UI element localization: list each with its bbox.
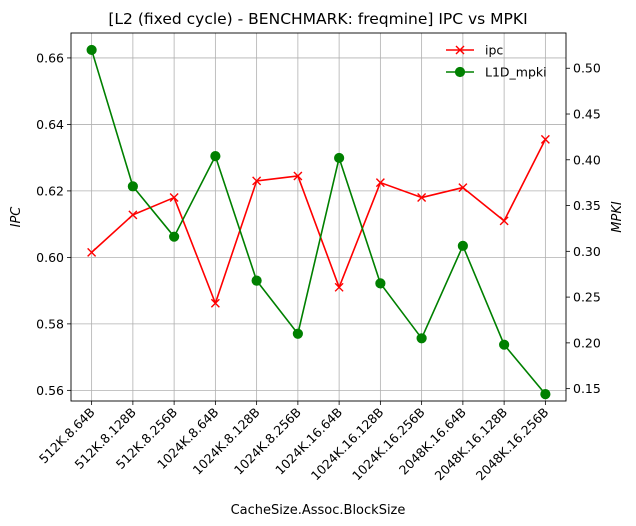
data-point-l1d-mpki xyxy=(416,333,427,344)
series-line-ipc xyxy=(91,139,547,305)
data-point-ipc xyxy=(210,298,220,308)
left-y-tick-label: 0.60 xyxy=(36,250,64,265)
legend-marker xyxy=(454,66,466,78)
left-y-tick-label: 0.56 xyxy=(36,383,64,398)
right-y-tick-label: 0.40 xyxy=(573,152,601,167)
series-markers xyxy=(86,44,551,400)
x-axis: 512K.8.64B512K.8.128B512K.8.256B1024K.8.… xyxy=(36,401,552,484)
data-point-ipc xyxy=(334,282,344,292)
data-point-ipc xyxy=(458,183,468,193)
left-y-axis-label: IPC xyxy=(9,206,24,228)
data-point-l1d-mpki xyxy=(210,151,221,162)
x-tick-label: 1024K.16.256B xyxy=(349,405,428,484)
legend-label: L1D_mpki xyxy=(485,65,547,80)
legend-item: L1D_mpki xyxy=(446,65,547,80)
data-point-ipc xyxy=(169,193,179,203)
data-point-l1d-mpki xyxy=(457,240,468,251)
legend: ipc L1D_mpki xyxy=(446,43,547,80)
right-y-tick-label: 0.50 xyxy=(573,61,601,76)
data-point-ipc xyxy=(417,193,427,203)
legend-label: ipc xyxy=(485,43,503,58)
right-y-tick-label: 0.15 xyxy=(573,381,601,396)
data-point-ipc xyxy=(499,216,509,226)
chart-title: [L2 (fixed cycle) - BENCHMARK: freqmine]… xyxy=(108,10,527,28)
data-point-l1d-mpki xyxy=(540,389,551,400)
right-y-tick-label: 0.35 xyxy=(573,198,601,213)
right-y-tick-label: 0.45 xyxy=(573,107,601,122)
data-point-ipc xyxy=(293,171,303,181)
data-point-l1d-mpki xyxy=(169,231,180,242)
data-point-l1d-mpki xyxy=(499,339,510,350)
x-axis-label: CacheSize.Assoc.BlockSize xyxy=(231,503,406,518)
data-point-l1d-mpki xyxy=(251,275,262,286)
right-y-tick-label: 0.25 xyxy=(573,290,601,305)
plot-area xyxy=(70,32,567,402)
series-lines xyxy=(90,49,547,395)
data-point-l1d-mpki xyxy=(292,328,303,339)
x-tick-label: 2048K.16.256B xyxy=(473,405,552,484)
data-point-ipc xyxy=(540,134,550,144)
legend-marker xyxy=(455,45,465,55)
data-point-ipc xyxy=(375,178,385,188)
legend-item: ipc xyxy=(446,43,503,58)
x-tick-label: 1024K.16.128B xyxy=(308,405,387,484)
right-y-axis: 0.15 0.20 0.25 0.30 0.35 0.40 0.45 0.50 xyxy=(566,61,601,396)
data-point-ipc xyxy=(87,247,97,257)
left-y-tick-label: 0.58 xyxy=(36,316,64,331)
right-y-axis-label: MPKI xyxy=(610,201,625,233)
data-point-l1d-mpki xyxy=(375,278,386,289)
left-y-tick-label: 0.62 xyxy=(36,183,64,198)
data-point-l1d-mpki xyxy=(86,44,97,56)
right-y-tick-label: 0.30 xyxy=(573,244,601,259)
data-point-l1d-mpki xyxy=(334,152,345,164)
series-line-l1d-mpki xyxy=(90,49,546,395)
data-point-ipc xyxy=(128,210,138,220)
x-tick-label: 2048K.16.128B xyxy=(432,405,511,484)
data-point-l1d-mpki xyxy=(127,181,138,192)
right-y-tick-label: 0.20 xyxy=(573,335,601,350)
left-y-tick-label: 0.64 xyxy=(36,117,64,132)
grid-lines xyxy=(71,33,566,401)
data-point-ipc xyxy=(252,176,262,186)
left-y-axis: 0.56 0.58 0.60 0.62 0.64 0.66 xyxy=(36,50,71,398)
left-y-tick-label: 0.66 xyxy=(36,50,64,65)
